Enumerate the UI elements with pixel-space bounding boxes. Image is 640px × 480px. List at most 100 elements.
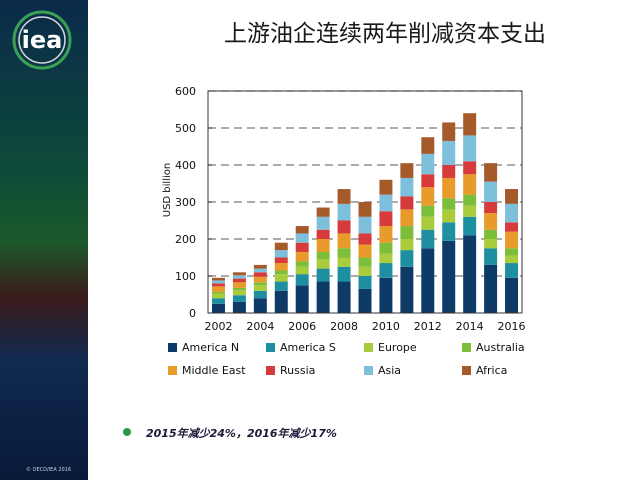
- bar-segment: [232, 301, 246, 313]
- bar-segment: [358, 257, 372, 267]
- bar-segment: [421, 229, 435, 249]
- x-tick-label: 2010: [372, 320, 400, 333]
- bar-segment: [400, 239, 414, 251]
- bar-segment: [253, 272, 267, 277]
- x-tick-label: 2004: [246, 320, 274, 333]
- bar-segment: [295, 274, 309, 286]
- bar-segment: [400, 226, 414, 239]
- bar-segment: [253, 264, 267, 269]
- x-tick-label: 2014: [456, 320, 484, 333]
- slide-title: 上游油企连续两年削减资本支出: [224, 21, 546, 47]
- bar-segment: [295, 285, 309, 313]
- bar-segment: [232, 275, 246, 279]
- legend-label: Australia: [476, 341, 525, 354]
- bar-segment: [295, 242, 309, 252]
- bar-segment: [232, 272, 246, 276]
- x-tick-label: 2002: [204, 320, 232, 333]
- bar-segment: [358, 202, 372, 217]
- bar-segment: [421, 248, 435, 313]
- legend-swatch: [462, 366, 471, 375]
- bar-segment: [211, 298, 225, 304]
- bar-segment: [484, 181, 498, 202]
- bar-segment: [379, 179, 393, 195]
- bar-segment: [274, 257, 288, 264]
- bar-segment: [421, 205, 435, 217]
- legend-swatch: [168, 366, 177, 375]
- bar-segment: [316, 281, 330, 313]
- y-tick-label: 100: [175, 270, 196, 283]
- bar-segment: [253, 276, 267, 283]
- bar-segment: [484, 264, 498, 313]
- x-tick-label: 2008: [330, 320, 358, 333]
- bar-segment: [505, 222, 519, 232]
- legend-label: Asia: [378, 364, 401, 377]
- bar-segment: [463, 161, 477, 175]
- bar-segment: [442, 140, 456, 165]
- bar-segment: [484, 213, 498, 230]
- bar-segment: [274, 242, 288, 251]
- bar-segment: [358, 216, 372, 234]
- bar-segment: [337, 203, 351, 221]
- y-tick-label: 400: [175, 159, 196, 172]
- bar-segment: [379, 226, 393, 243]
- bar-segment: [337, 257, 351, 267]
- bar-segment: [463, 113, 477, 136]
- bar-segment: [421, 153, 435, 175]
- bar-segment: [505, 189, 519, 204]
- legend-swatch: [364, 366, 373, 375]
- y-tick-label: 600: [175, 85, 196, 98]
- bar-segment: [253, 268, 267, 273]
- bar-segment: [316, 207, 330, 217]
- legend-swatch: [266, 343, 275, 352]
- bar-segment: [400, 209, 414, 227]
- legend-label: Africa: [476, 364, 507, 377]
- x-tick-label: 2012: [414, 320, 442, 333]
- bar-segment: [295, 233, 309, 243]
- bar-segment: [211, 293, 225, 299]
- bar-segment: [505, 231, 519, 249]
- chart-bars: [211, 113, 519, 313]
- bar-segment: [211, 280, 225, 284]
- legend-label: America N: [182, 341, 239, 354]
- bar-segment: [400, 250, 414, 267]
- legend-swatch: [266, 366, 275, 375]
- copyright-footnote: © OECD/IEA 2016: [26, 467, 72, 473]
- bar-segment: [463, 205, 477, 217]
- bar-segment: [463, 135, 477, 162]
- sidebar-background: iea © OECD/IEA 2016: [0, 0, 88, 480]
- bar-segment: [379, 253, 393, 264]
- bar-segment: [484, 229, 498, 239]
- y-axis-label: USD billion: [162, 163, 173, 217]
- bar-segment: [421, 187, 435, 206]
- bar-segment: [211, 283, 225, 287]
- bar-segment: [505, 277, 519, 313]
- bar-segment: [442, 198, 456, 210]
- logo-text: iea: [21, 26, 63, 54]
- bar-segment: [484, 202, 498, 214]
- bar-segment: [295, 266, 309, 275]
- bar-segment: [358, 244, 372, 258]
- bar-segment: [337, 281, 351, 313]
- bar-segment: [253, 290, 267, 299]
- x-tick-label: 2016: [498, 320, 526, 333]
- bar-segment: [211, 291, 225, 294]
- bar-segment: [442, 240, 456, 313]
- bar-segment: [274, 250, 288, 258]
- y-tick-labels: 0 100 200 300 400 500 600: [175, 85, 196, 320]
- legend-label: Russia: [280, 364, 315, 377]
- x-tick-label: 2006: [288, 320, 316, 333]
- bar-segment: [211, 277, 225, 281]
- bar-segment: [316, 259, 330, 269]
- bar-segment: [484, 239, 498, 249]
- bar-segment: [379, 211, 393, 227]
- bar-segment: [337, 189, 351, 204]
- legend-label: America S: [280, 341, 336, 354]
- bar-segment: [337, 233, 351, 249]
- y-tick-label: 200: [175, 233, 196, 246]
- bar-segment: [484, 248, 498, 265]
- iea-logo: iea: [12, 10, 72, 70]
- chart-legend: America N America S Europe Australia Middle …: [168, 341, 525, 377]
- bar-segment: [505, 255, 519, 264]
- bar-segment: [442, 209, 456, 223]
- bar-segment: [421, 216, 435, 230]
